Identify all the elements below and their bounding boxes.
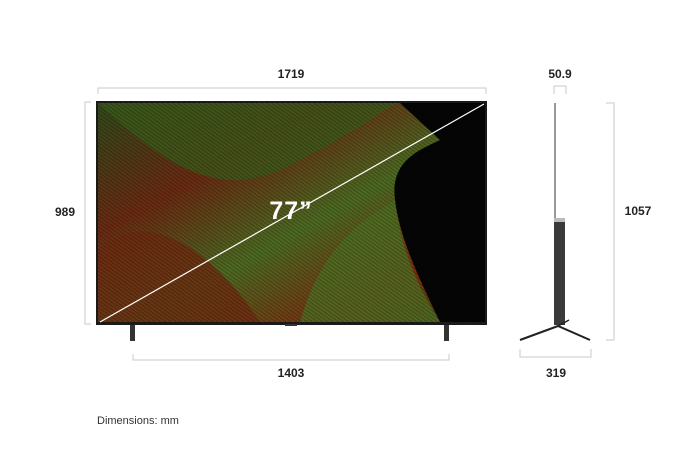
total-width-label: 1719 — [277, 67, 305, 81]
depth-dimension-line — [553, 85, 567, 94]
screen-height-label: 989 — [54, 205, 76, 219]
width-dimension-line — [97, 87, 487, 94]
total-height-dimension-line — [606, 102, 615, 341]
stand-leg-right — [444, 325, 449, 341]
unit-note: Dimensions: mm — [97, 415, 179, 427]
stand-depth-label: 319 — [545, 366, 567, 380]
stand-leg-left — [130, 325, 135, 341]
screen-size-label: 77” — [269, 197, 313, 225]
tv-screen-artwork — [98, 103, 485, 323]
tv-side-view — [519, 103, 591, 341]
diagonal-line — [99, 103, 485, 323]
height-dimension-line — [84, 101, 91, 325]
stand-width-dimension-line — [132, 354, 450, 361]
stand-width-label: 1403 — [277, 366, 305, 380]
total-height-label: 1057 — [624, 204, 652, 218]
bottom-notch — [285, 324, 297, 326]
depth-label: 50.9 — [548, 67, 572, 81]
stand-depth-dimension-line — [519, 349, 592, 358]
